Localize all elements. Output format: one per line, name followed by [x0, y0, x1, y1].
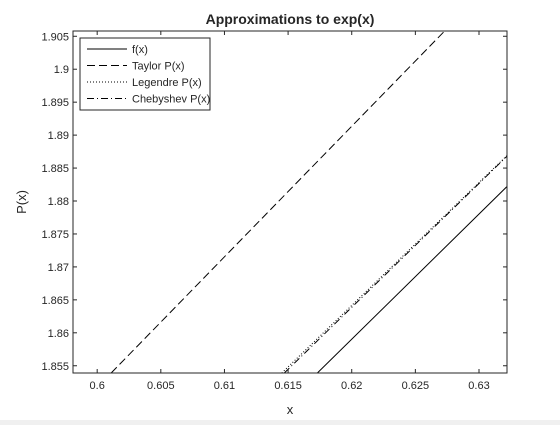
- y-tick-label: 1.905: [41, 31, 69, 43]
- y-axis-label: P(x): [14, 190, 29, 214]
- y-tick-label: 1.885: [41, 163, 69, 175]
- series-layer: [110, 31, 507, 373]
- x-tick-label: 0.625: [402, 380, 430, 392]
- legend-label-2: Legendre P(x): [132, 77, 202, 89]
- x-tick-label: 0.6: [90, 380, 105, 392]
- x-tick-label: 0.605: [147, 380, 175, 392]
- ticks-layer: 0.6 0.605 0.61 0.615 0.62 0.625 0.63 1.855 1.86 1…: [41, 31, 507, 392]
- legend: f(x) Taylor P(x) Legendre P(x) Chebyshev P(…: [79, 37, 211, 111]
- y-tick-label: 1.89: [48, 130, 69, 142]
- series-line-3: [283, 155, 507, 373]
- x-tick-label: 0.62: [341, 380, 362, 392]
- y-tick-label: 1.9: [54, 64, 69, 76]
- axes-layer: [72, 30, 508, 374]
- legend-label-1: Taylor P(x): [132, 61, 185, 73]
- y-tick-label: 1.88: [48, 196, 69, 208]
- x-tick-label: 0.615: [274, 380, 302, 392]
- series-line-2: [281, 155, 507, 373]
- x-tick-label: 0.61: [214, 380, 235, 392]
- y-tick-label: 1.87: [48, 262, 69, 274]
- y-tick-label: 1.895: [41, 97, 69, 109]
- x-tick-label: 0.63: [468, 380, 489, 392]
- legend-label-0: f(x): [132, 44, 148, 56]
- y-tick-label: 1.875: [41, 229, 69, 241]
- y-tick-label: 1.86: [48, 328, 69, 340]
- series-line-1: [110, 31, 445, 373]
- chart-title: Approximations to exp(x): [206, 11, 375, 27]
- y-tick-label: 1.865: [41, 295, 69, 307]
- series-line-0: [317, 186, 507, 373]
- axes-box: [72, 30, 508, 374]
- y-tick-label: 1.855: [41, 361, 69, 373]
- x-axis-label: x: [287, 402, 294, 417]
- legend-label-3: Chebyshev P(x): [132, 94, 210, 106]
